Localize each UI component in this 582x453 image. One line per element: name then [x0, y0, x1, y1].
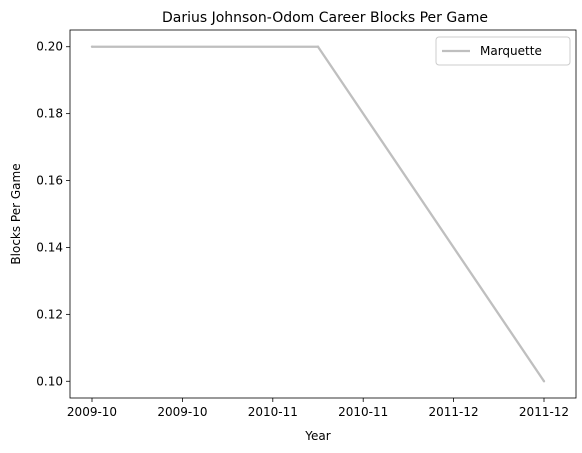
y-tick-label: 0.18: [36, 107, 63, 121]
y-tick-label: 0.16: [36, 174, 63, 188]
y-tick-label: 0.10: [36, 374, 63, 388]
legend-label-marquette: Marquette: [480, 44, 542, 58]
x-tick-label: 2009-10: [67, 405, 117, 419]
y-axis-ticks: 0.10 0.12 0.14 0.16 0.18 0.20: [36, 40, 70, 388]
plot-area: [70, 30, 576, 398]
y-tick-label: 0.14: [36, 240, 63, 254]
data-point: [90, 45, 94, 48]
plot-frame: [69, 29, 577, 399]
data-point: [542, 380, 546, 383]
chart-title: Darius Johnson-Odom Career Blocks Per Ga…: [162, 10, 488, 26]
x-tick-label: 2010-11: [248, 405, 298, 419]
x-axis-label: Year: [304, 429, 330, 443]
legend: Marquette: [435, 36, 571, 66]
x-axis-ticks: 2009-10 2009-10 2010-11 2010-11 2011-12 2011-…: [67, 398, 569, 419]
y-axis-label: Blocks Per Game: [9, 163, 23, 264]
data-point: [316, 45, 320, 48]
y-tick-label: 0.12: [36, 307, 63, 321]
series-layer: [90, 45, 546, 383]
y-tick-label: 0.20: [36, 40, 63, 54]
x-tick-label: 2010-11: [338, 405, 388, 419]
x-tick-label: 2009-10: [157, 405, 207, 419]
x-tick-label: 2011-12: [519, 405, 569, 419]
legend-box: [435, 36, 571, 66]
x-tick-label: 2011-12: [429, 405, 479, 419]
